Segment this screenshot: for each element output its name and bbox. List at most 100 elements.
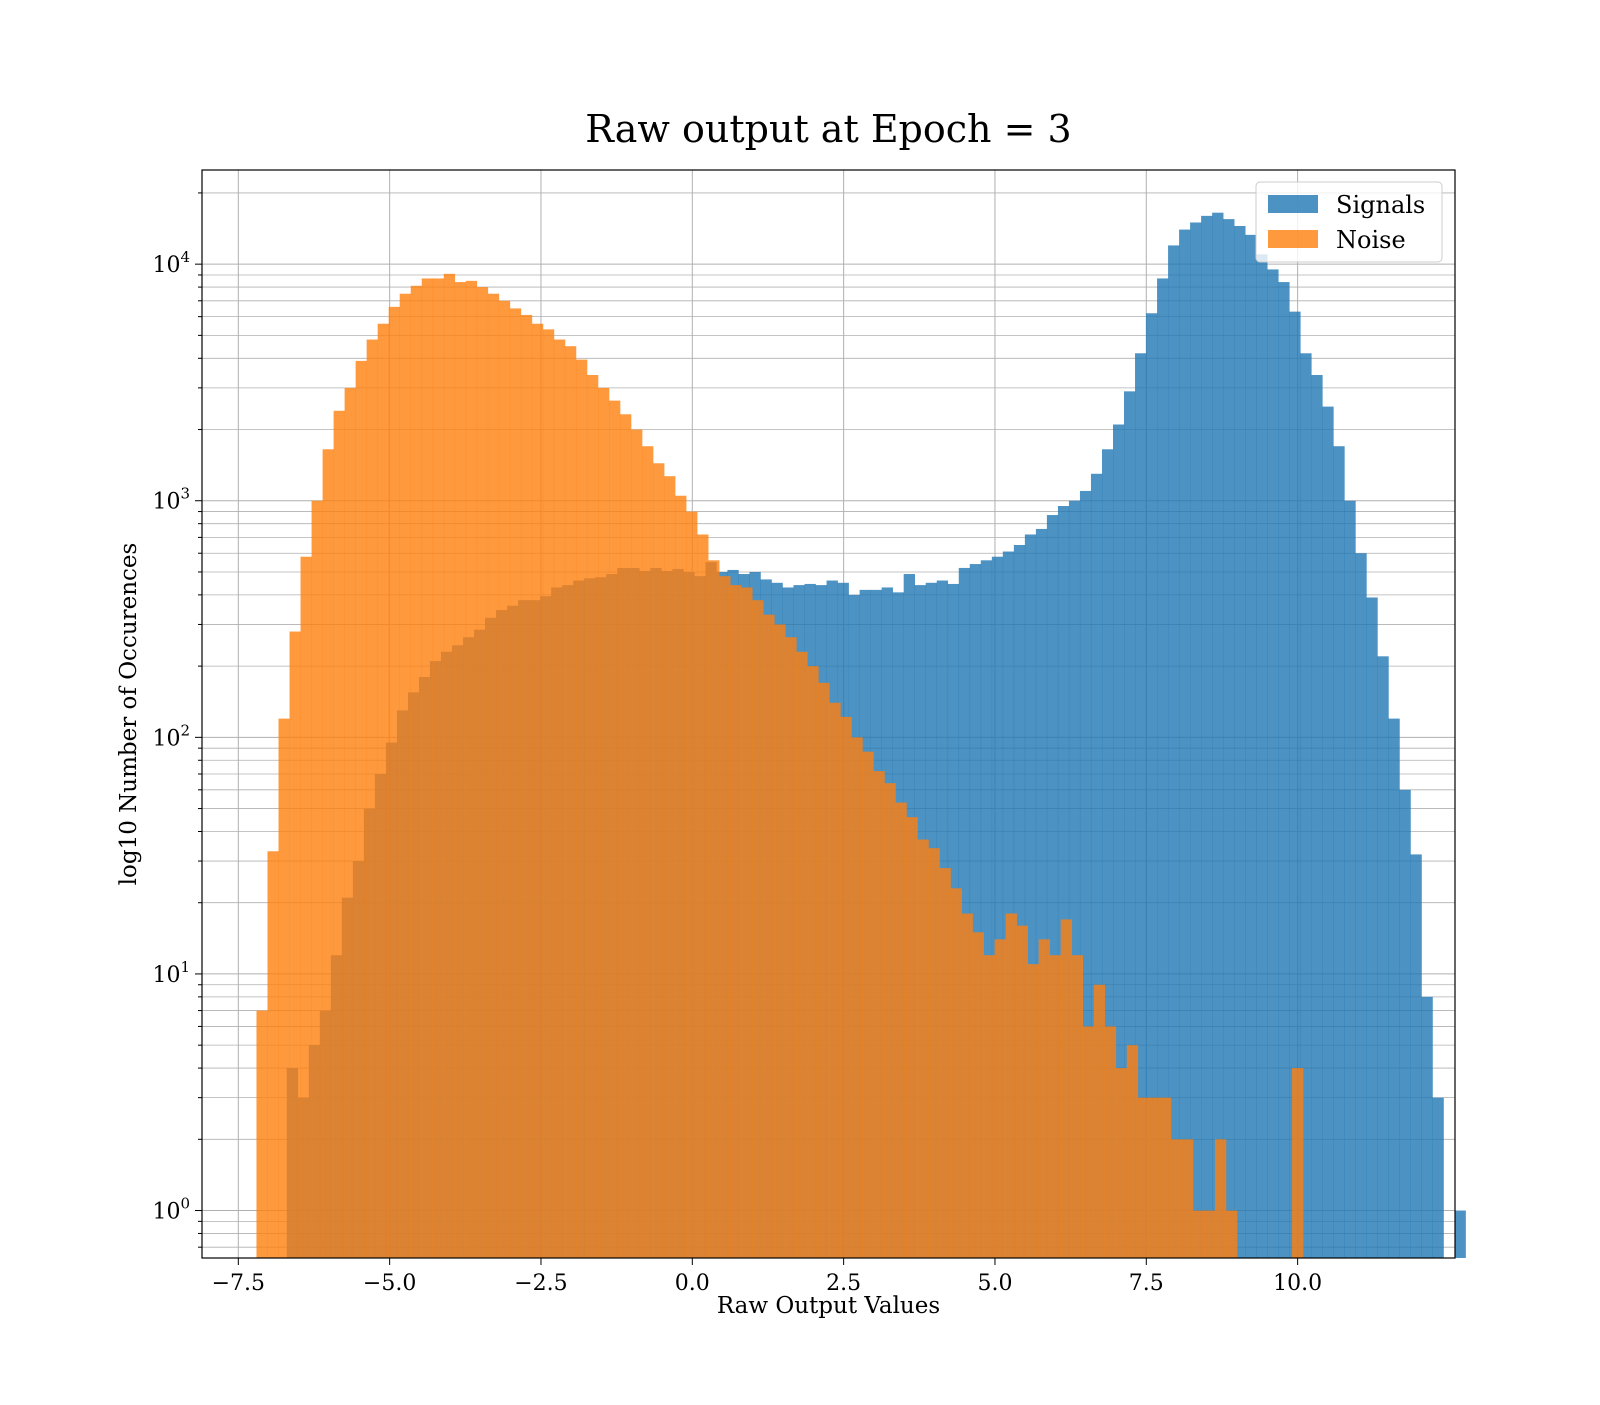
histogram-bar <box>256 1010 268 1258</box>
histogram-bar <box>1046 515 1059 1258</box>
histogram-bar <box>972 932 984 1258</box>
histogram-bar <box>1124 391 1136 1259</box>
histogram-bar <box>542 329 555 1258</box>
histogram-bar <box>1179 229 1191 1258</box>
y-axis-label: log10 Number of Occurences <box>116 543 142 886</box>
legend-label-signals: Signals <box>1336 191 1425 219</box>
histogram-bar <box>1289 311 1301 1259</box>
histogram-bar <box>994 939 1006 1258</box>
histogram-bar <box>1214 1139 1227 1258</box>
histogram-bar <box>344 387 356 1258</box>
histogram-bar <box>1157 278 1169 1259</box>
y-tick-label: 102 <box>152 721 190 751</box>
histogram-bar <box>322 449 334 1258</box>
x-tick-label: −5.0 <box>363 1271 416 1296</box>
histogram-bar <box>1101 449 1114 1258</box>
histogram-bar <box>1223 219 1235 1258</box>
histogram-bar <box>278 718 290 1258</box>
histogram-bar <box>1013 545 1026 1258</box>
histogram-bar <box>1170 1139 1183 1258</box>
axis-ticks: −7.5 −5.0 −2.5 0.0 2.5 5.0 7.5 10.0 100 101 102 103… <box>152 192 1322 1296</box>
histogram-bar <box>991 556 1004 1258</box>
histogram-bar <box>917 839 929 1258</box>
histogram-bar <box>1137 1097 1150 1258</box>
histogram-bar <box>575 359 588 1258</box>
histogram-bar <box>388 306 400 1258</box>
histogram-bar <box>586 374 599 1259</box>
histogram-bar <box>1454 1210 1466 1258</box>
histogram-bar <box>840 716 852 1258</box>
histogram-bar <box>1377 656 1389 1258</box>
y-tick-label: 103 <box>152 485 190 515</box>
histogram-bar <box>961 913 973 1258</box>
histogram-bar <box>1082 1026 1095 1258</box>
histogram-bar <box>1148 1097 1161 1258</box>
histogram-bar <box>1201 215 1213 1259</box>
histogram-bar <box>1234 225 1246 1259</box>
histogram-bar <box>1079 490 1092 1258</box>
histogram-bar <box>1225 1210 1238 1258</box>
histogram-bar <box>399 293 412 1259</box>
histogram-bars <box>256 212 1466 1259</box>
histogram-bar <box>796 651 808 1258</box>
histogram-bar <box>664 476 676 1259</box>
histogram-bar <box>520 314 533 1258</box>
x-tick-label: 7.5 <box>1129 1271 1164 1296</box>
histogram-bar <box>1112 424 1125 1259</box>
histogram-bar <box>1090 473 1103 1258</box>
histogram-bar <box>829 702 841 1258</box>
histogram-bar <box>410 285 423 1258</box>
x-tick-label: 10.0 <box>1273 1271 1322 1296</box>
histogram-bar <box>763 614 775 1258</box>
histogram-bar <box>983 955 995 1258</box>
histogram-bar <box>1190 222 1202 1258</box>
histogram-bar <box>862 751 874 1258</box>
histogram-bar <box>1432 1097 1444 1258</box>
histogram-bar <box>719 576 731 1258</box>
histogram-bar <box>476 287 489 1258</box>
histogram-bar <box>675 495 687 1258</box>
histogram-bar <box>1181 1139 1194 1258</box>
histogram-bar <box>1300 353 1312 1258</box>
histogram-bar <box>851 737 863 1258</box>
x-axis-label: Raw Output Values <box>717 1293 940 1319</box>
histogram-bar <box>333 410 345 1258</box>
histogram-bar <box>553 339 566 1258</box>
histogram-bar <box>1126 1045 1139 1258</box>
histogram-bar <box>487 293 500 1259</box>
histogram-bar <box>697 534 709 1258</box>
histogram-bar <box>939 868 951 1258</box>
histogram-bar <box>1388 718 1400 1258</box>
histogram-bar <box>421 278 434 1259</box>
histogram-bar <box>300 556 312 1258</box>
histogram-bar <box>1421 996 1433 1258</box>
histogram-bar <box>969 564 982 1258</box>
histogram-bar <box>1005 913 1017 1258</box>
series-noise <box>256 273 1304 1259</box>
histogram-bar <box>906 817 918 1258</box>
histogram-bar <box>366 339 378 1258</box>
histogram-bar <box>609 400 621 1258</box>
histogram-bar <box>1115 1068 1128 1258</box>
histogram-bar <box>928 848 940 1258</box>
legend-swatch-signals <box>1268 195 1318 213</box>
histogram-bar <box>785 637 797 1258</box>
histogram-bar <box>873 771 885 1258</box>
histogram-bar <box>752 600 764 1258</box>
histogram-bar <box>1256 254 1268 1258</box>
histogram-bar <box>708 560 720 1258</box>
histogram-bar <box>653 463 665 1258</box>
histogram-bar <box>1068 500 1081 1258</box>
histogram-bar <box>730 585 742 1258</box>
y-tick-label: 100 <box>152 1195 190 1225</box>
histogram-bar <box>958 567 971 1258</box>
histogram-bar <box>454 282 467 1258</box>
histogram-bar <box>1267 269 1279 1258</box>
histogram-bar <box>355 360 367 1258</box>
histogram-bar <box>1399 789 1411 1258</box>
histogram-bar <box>895 802 907 1258</box>
histogram-bar <box>1135 353 1147 1258</box>
histogram-bar <box>1168 245 1180 1259</box>
